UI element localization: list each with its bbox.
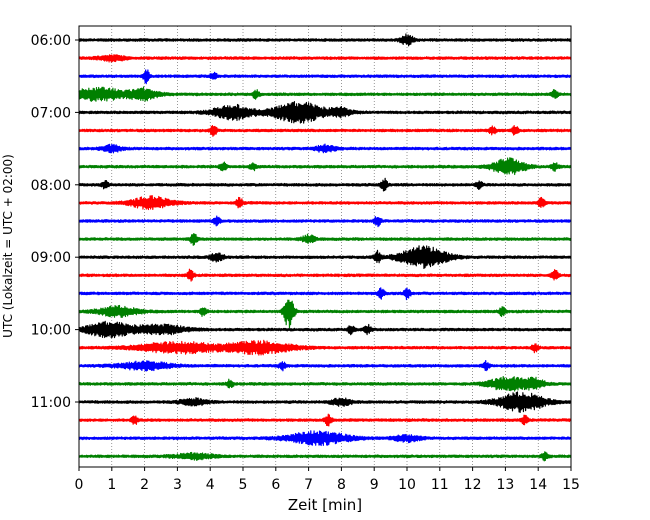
trace-0815 [78, 195, 572, 211]
trace-1145 [78, 451, 572, 462]
trace-0745 [78, 157, 572, 176]
x-axis-label: Zeit [min] [288, 496, 362, 514]
y-axis-ticks: 06:00 07:00 08:00 09:00 10:00 11:00 [31, 33, 79, 411]
y-tick-label: 10:00 [31, 323, 71, 339]
x-axis-ticks: 0 1 2 3 4 5 6 7 8 9 10 11 12 13 14 15 [75, 467, 580, 493]
x-tick-label: 1 [107, 477, 116, 493]
trace-0715 [78, 125, 572, 137]
y-tick-label: 06:00 [31, 33, 71, 49]
trace-1100 [78, 391, 572, 413]
trace-1045 [78, 375, 572, 392]
x-tick-label: 12 [464, 477, 482, 493]
x-tick-label: 13 [496, 477, 514, 493]
x-tick-label: 9 [370, 477, 379, 493]
x-tick-label: 4 [206, 477, 215, 493]
x-tick-label: 0 [75, 477, 84, 493]
trace-1030 [78, 359, 572, 372]
trace-1115 [78, 413, 572, 427]
trace-0945 [78, 299, 572, 329]
trace-0630 [78, 69, 572, 85]
x-tick-label: 5 [239, 477, 248, 493]
trace-0600 [78, 33, 572, 47]
x-tick-label: 7 [304, 477, 313, 493]
trace-0900 [78, 245, 572, 270]
trace-1015 [78, 339, 572, 356]
trace-0700 [78, 101, 572, 124]
plot-frame [78, 25, 572, 468]
x-tick-label: 10 [398, 477, 416, 493]
x-tick-label: 8 [337, 477, 346, 493]
y-tick-label: 08:00 [31, 178, 71, 194]
x-tick-label: 15 [562, 477, 580, 493]
trace-0845 [78, 233, 572, 246]
x-tick-label: 3 [173, 477, 182, 493]
trace-1000 [78, 320, 572, 339]
y-tick-label: 11:00 [31, 395, 71, 411]
trace-1130 [78, 430, 572, 447]
y-tick-label: 09:00 [31, 250, 71, 266]
x-tick-label: 2 [140, 477, 149, 493]
y-tick-label: 07:00 [31, 105, 71, 121]
trace-0830 [78, 215, 572, 228]
trace-0800 [78, 177, 572, 192]
trace-0645 [78, 86, 572, 102]
x-tick-label: 11 [431, 477, 449, 493]
trace-0730 [78, 143, 572, 154]
trace-0915 [78, 268, 572, 282]
x-tick-label: 14 [529, 477, 547, 493]
x-tick-label: 6 [271, 477, 280, 493]
trace-0615 [78, 54, 572, 63]
trace-0930 [78, 287, 572, 301]
trace-group [78, 33, 572, 462]
y-axis-label: UTC (Lokalzeit = UTC + 02:00) [1, 154, 15, 338]
